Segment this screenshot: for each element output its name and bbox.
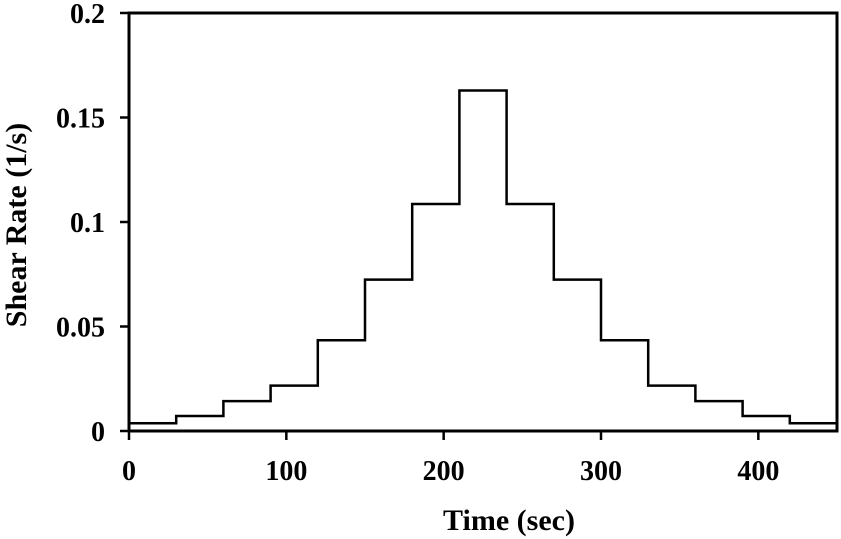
y-axis-title: Shear Rate (1/s) xyxy=(0,123,33,327)
axes: 0 100 200 300 400 0 0.05 0.1 0.15 0.2 xyxy=(56,0,779,487)
plot-frame xyxy=(127,11,839,433)
x-axis-title: Time (sec) xyxy=(443,504,575,537)
x-tick-label: 200 xyxy=(423,456,465,487)
x-tick-label: 400 xyxy=(737,456,779,487)
y-tick-label: 0 xyxy=(91,417,105,448)
y-tick-label: 0.2 xyxy=(70,0,105,30)
x-tick-label: 300 xyxy=(580,456,622,487)
y-tick-label: 0.05 xyxy=(56,313,105,344)
y-tick-label: 0.15 xyxy=(56,104,105,135)
plot-area xyxy=(129,89,837,425)
series-line-0 xyxy=(129,89,837,425)
x-tick-label: 0 xyxy=(122,456,136,487)
y-tick-label: 0.1 xyxy=(70,208,105,239)
x-tick-label: 100 xyxy=(265,456,307,487)
